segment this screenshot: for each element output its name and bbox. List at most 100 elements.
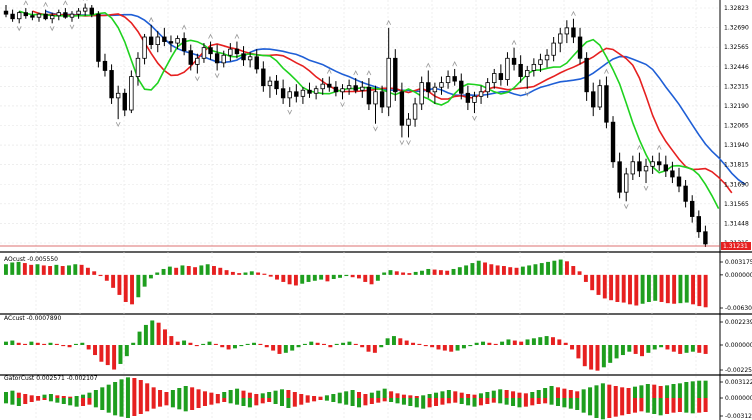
gator-lower-bar [472, 398, 477, 407]
ao-bar [432, 269, 437, 275]
gator-upper-bar [684, 382, 689, 398]
ac-bar [271, 345, 276, 351]
gator-upper-bar [478, 393, 483, 398]
ac-bar [16, 342, 21, 345]
ac-title: ACcust -0.0007890 [4, 315, 61, 322]
ac-bar [690, 345, 695, 352]
gator-lower-bar [132, 398, 137, 416]
gator-lower-bar [562, 398, 567, 408]
candle-bear [102, 60, 108, 71]
ao-bar [22, 263, 27, 275]
ac-bar [468, 345, 473, 347]
ao-bar [413, 271, 418, 275]
gator-upper-bar [472, 394, 477, 398]
ac-bar [93, 345, 98, 356]
fractal-down-marker [623, 204, 629, 210]
gator-lower-bar [23, 398, 28, 404]
ac-bar [385, 338, 390, 345]
gator-lower-bar [523, 398, 528, 407]
ac-bar [646, 345, 651, 353]
fractal-up-marker [326, 68, 332, 74]
gator-lower-bar [504, 398, 509, 405]
gator-upper-bar [305, 395, 310, 398]
ac-bar [582, 345, 587, 367]
gator-lower-bar [369, 398, 374, 404]
gator-lower-bar [543, 398, 548, 404]
ac-bar [608, 345, 613, 363]
ao-bar [123, 274, 128, 302]
candle-bull [115, 92, 121, 99]
gator-lower-bar [581, 398, 586, 413]
gator-lower-bar [138, 398, 143, 414]
ao-bar [331, 274, 336, 279]
candle-bull [492, 73, 497, 84]
current-price-tag [721, 242, 751, 250]
fractal-down-marker [287, 109, 293, 115]
ac-bar [182, 340, 187, 345]
candle-bull [82, 7, 88, 12]
ac-bar [4, 341, 8, 345]
gator-upper-bar [517, 392, 522, 398]
candle-bear [327, 83, 332, 88]
ac-bar [315, 342, 320, 345]
ao-bar [193, 267, 198, 275]
candle-bull [320, 83, 325, 90]
ac-bar [290, 345, 295, 351]
gator-lower-bar [42, 398, 47, 400]
gator-upper-bar [421, 395, 426, 398]
gator-upper-bar [620, 387, 625, 398]
ac-bar [67, 345, 72, 348]
ao-bar [293, 274, 298, 286]
ao-bar [684, 274, 689, 303]
gator-lower-bar [81, 398, 86, 406]
price-panel[interactable] [0, 0, 746, 247]
candle-bull [551, 42, 556, 56]
candle-bull [630, 161, 636, 175]
gator-lower-bar [491, 398, 496, 403]
gator-upper-bar [48, 394, 53, 398]
gator-lower-bar [145, 398, 150, 412]
candle-bear [670, 170, 675, 178]
candle-bear [234, 48, 240, 55]
candle-bull [525, 70, 530, 77]
candle-bull [300, 89, 306, 97]
candle-bear [577, 36, 583, 59]
gator-lower-bar [331, 398, 336, 402]
ao-bar [136, 274, 141, 298]
ao-bar [508, 267, 513, 275]
gator-lower-bar [530, 398, 535, 406]
ac-bar [322, 343, 326, 345]
gator-upper-bar [645, 384, 650, 398]
ao-bar [407, 273, 412, 275]
ac-panel[interactable] [4, 320, 708, 371]
price-tick-label: 1.31565 [724, 201, 749, 208]
gator-upper-bar [138, 380, 143, 398]
ac-bar [684, 345, 689, 353]
fractal-up-marker [637, 144, 642, 150]
fractal-down-marker [69, 24, 75, 30]
ao-panel[interactable] [4, 259, 708, 308]
ao-bar [489, 264, 494, 275]
gator-lower-bar [652, 398, 657, 414]
gator-upper-bar [100, 387, 105, 398]
ac-bar [131, 342, 136, 345]
gator-lower-bar [446, 398, 451, 404]
ac-bar [10, 340, 15, 345]
ao-bar [325, 274, 330, 282]
ao-bar [678, 274, 683, 304]
gator-upper-bar [555, 387, 560, 398]
ac-bar [213, 343, 218, 345]
ac-bar [226, 345, 231, 350]
fractal-down-marker [524, 91, 530, 97]
ac-bar [366, 345, 371, 352]
gator-panel[interactable] [4, 377, 708, 420]
ac-bar [398, 338, 403, 345]
gator-upper-bar [42, 394, 47, 398]
candle-bear [610, 121, 616, 163]
gator-lower-bar [684, 398, 689, 413]
price-tick-label: 1.31448 [724, 220, 749, 227]
gator-lower-bar [4, 398, 9, 404]
ao-bar [155, 272, 160, 275]
gator-upper-bar [658, 386, 663, 398]
